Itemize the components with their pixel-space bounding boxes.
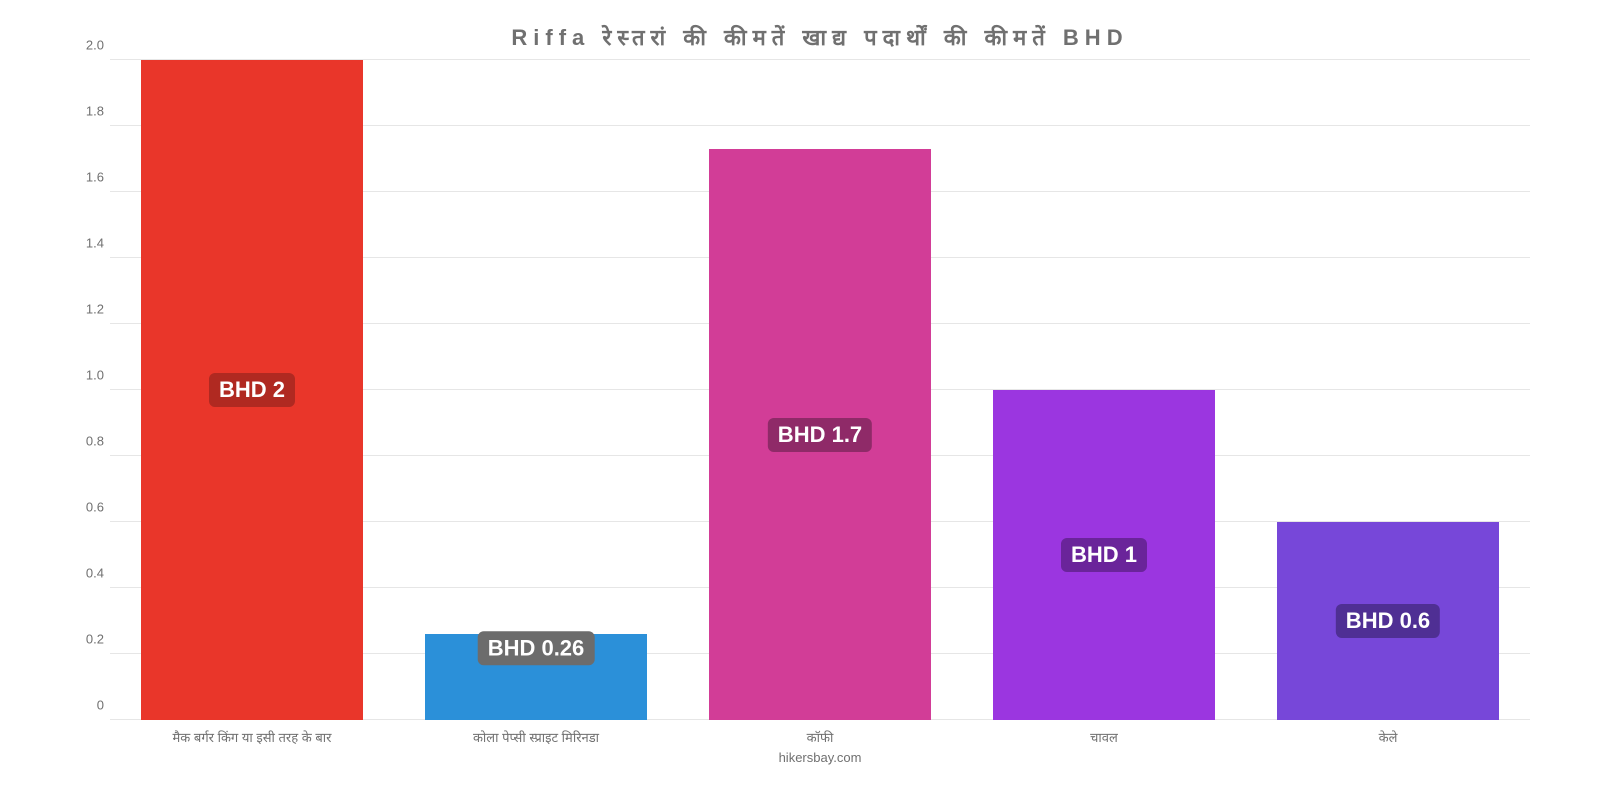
bar: BHD 2 xyxy=(141,60,363,720)
x-tick-label: केले xyxy=(1246,728,1530,746)
y-tick-label: 0.6 xyxy=(64,500,104,515)
plot-area: BHD 2BHD 0.26BHD 1.7BHD 1BHD 0.6 00.20.4… xyxy=(110,60,1530,720)
bar: BHD 1.7 xyxy=(709,149,931,720)
x-axis-labels: मैक बर्गर किंग या इसी तरह के बारकोला पेप… xyxy=(110,728,1530,746)
bar-slot: BHD 0.6 xyxy=(1246,60,1530,720)
bar-slot: BHD 1.7 xyxy=(678,60,962,720)
y-tick-label: 0.8 xyxy=(64,434,104,449)
bar: BHD 0.26 xyxy=(425,634,647,720)
bar-value-badge: BHD 2 xyxy=(209,373,295,407)
bar-value-badge: BHD 1 xyxy=(1061,538,1147,572)
y-tick-label: 1.2 xyxy=(64,302,104,317)
bar-value-badge: BHD 0.6 xyxy=(1336,604,1440,638)
y-tick-label: 0.2 xyxy=(64,632,104,647)
x-tick-label: चावल xyxy=(962,728,1246,746)
bar: BHD 0.6 xyxy=(1277,522,1499,720)
chart-title: Riffa रेस्तरां की कीमतें खाद्य पदार्थों … xyxy=(110,20,1530,60)
y-tick-label: 1.8 xyxy=(64,104,104,119)
y-tick-label: 2.0 xyxy=(64,38,104,53)
price-bar-chart: Riffa रेस्तरां की कीमतें खाद्य पदार्थों … xyxy=(40,20,1560,780)
bar: BHD 1 xyxy=(993,390,1215,720)
bar-value-badge: BHD 1.7 xyxy=(768,418,872,452)
bar-value-badge: BHD 0.26 xyxy=(478,631,595,665)
attribution-label: hikersbay.com xyxy=(110,750,1530,765)
bars-row: BHD 2 BHD 0.26 BHD 1.7 BHD 1 BHD 0.6 xyxy=(110,60,1530,720)
x-tick-label: कॉफी xyxy=(678,728,962,746)
y-tick-label: 1.0 xyxy=(64,368,104,383)
y-tick-label: 1.4 xyxy=(64,236,104,251)
x-tick-label: मैक बर्गर किंग या इसी तरह के बार xyxy=(110,728,394,746)
y-tick-label: 0 xyxy=(64,698,104,713)
bar-slot: BHD 1 xyxy=(962,60,1246,720)
y-tick-label: 1.6 xyxy=(64,170,104,185)
x-tick-label: कोला पेप्सी स्प्राइट मिरिनडा xyxy=(394,728,678,746)
bar-slot: BHD 2 xyxy=(110,60,394,720)
y-tick-label: 0.4 xyxy=(64,566,104,581)
bar-slot: BHD 0.26 xyxy=(394,60,678,720)
